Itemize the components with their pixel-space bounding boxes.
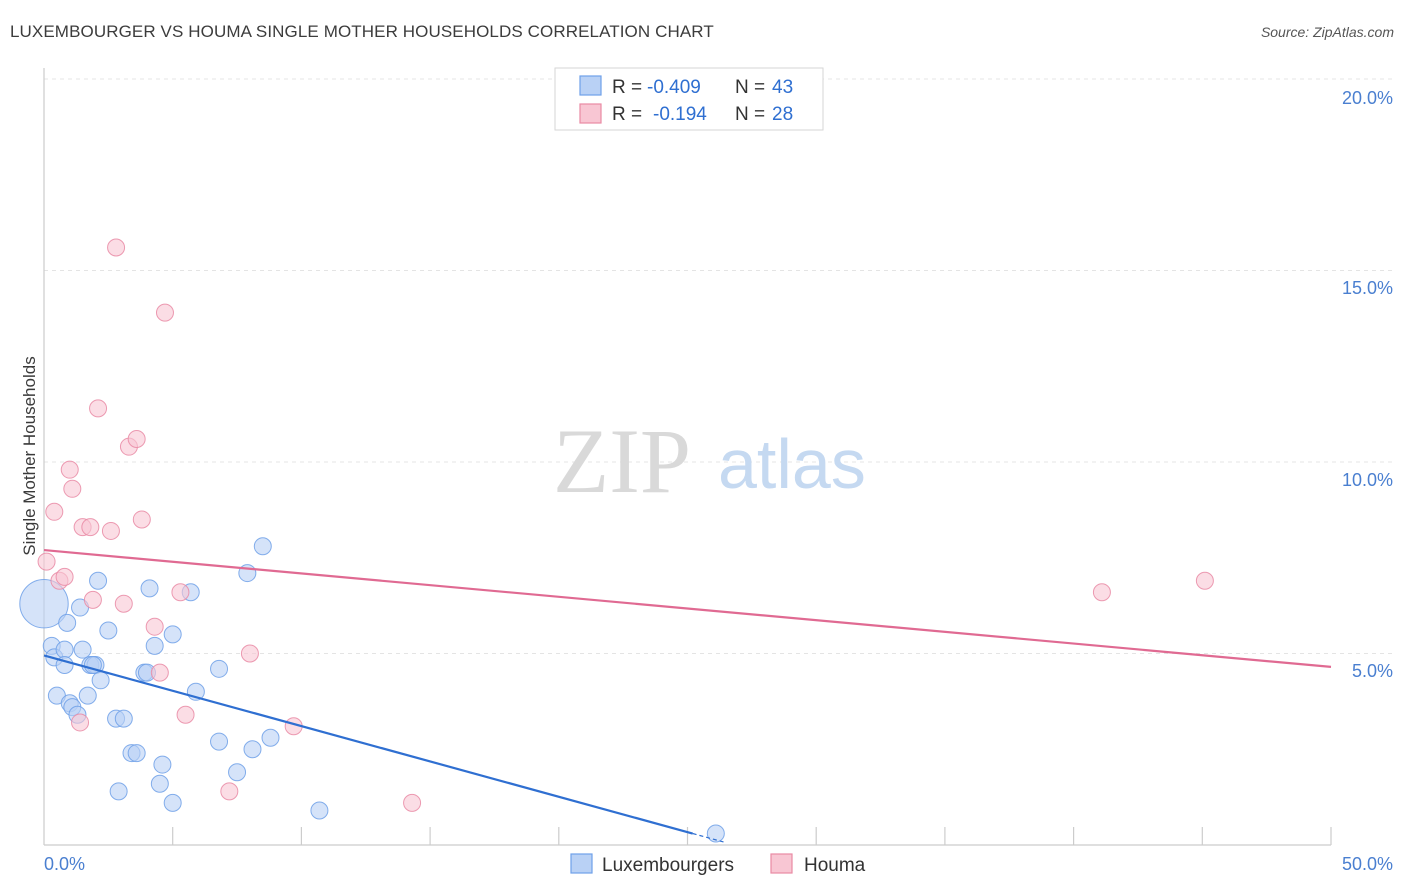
x-tick-label-min: 0.0% bbox=[44, 854, 85, 874]
luxembourgers-point-36 bbox=[243, 740, 262, 759]
legend-swatch-luxembourgers bbox=[579, 75, 602, 96]
legend-swatch-houma bbox=[579, 103, 602, 124]
series-legend-label-houma: Houma bbox=[804, 855, 866, 876]
luxembourgers-point-6 bbox=[58, 613, 77, 632]
luxembourgers-point-11 bbox=[73, 640, 92, 659]
series-legend: Luxembourgers Houma bbox=[570, 853, 866, 876]
luxembourgers-trend-line bbox=[43, 654, 693, 835]
watermark-atlas: atlas bbox=[718, 425, 866, 503]
luxembourgers-point-24 bbox=[140, 579, 159, 598]
luxembourgers-point-39 bbox=[310, 801, 329, 820]
legend-r-value-1: -0.409 bbox=[647, 77, 701, 98]
watermark-zip: ZIP bbox=[553, 410, 691, 512]
houma-point-25 bbox=[1092, 583, 1111, 602]
luxembourgers-point-41 bbox=[706, 824, 725, 843]
legend-n-label-1: N = bbox=[735, 77, 765, 98]
houma-point-3 bbox=[55, 567, 74, 586]
houma-point-5 bbox=[63, 479, 82, 498]
houma-point-19 bbox=[171, 583, 190, 602]
houma-point-15 bbox=[145, 617, 164, 636]
houma-point-27 bbox=[71, 713, 90, 732]
luxembourgers-point-12 bbox=[78, 686, 97, 705]
luxembourgers-point-22 bbox=[127, 744, 146, 763]
legend-n-value-1: 43 bbox=[772, 77, 793, 98]
houma-point-10 bbox=[101, 521, 120, 540]
x-tick-label-max: 50.0% bbox=[1342, 854, 1393, 874]
luxembourgers-point-29 bbox=[163, 793, 182, 812]
luxembourgers-point-26 bbox=[153, 755, 172, 774]
houma-point-17 bbox=[155, 303, 174, 322]
y-tick-label-20: 20.0% bbox=[1342, 88, 1393, 108]
luxembourgers-point-15 bbox=[89, 571, 108, 590]
source-credit: Source: ZipAtlas.com bbox=[1260, 24, 1394, 40]
houma-point-20 bbox=[176, 705, 195, 724]
houma-point-22 bbox=[240, 644, 259, 663]
houma-point-26 bbox=[1195, 571, 1214, 590]
y-axis-title: Single Mother Households bbox=[20, 356, 39, 555]
houma-point-0 bbox=[37, 552, 56, 571]
legend-r-label-1: R = bbox=[612, 77, 642, 98]
series-legend-swatch-houma bbox=[770, 853, 793, 874]
houma-point-7 bbox=[81, 518, 100, 537]
luxembourgers-point-32 bbox=[210, 659, 229, 678]
luxembourgers-point-19 bbox=[114, 709, 133, 728]
luxembourgers-trend-extension bbox=[692, 832, 727, 844]
correlation-legend: R = -0.409 N = 43 R = -0.194 N = 28 bbox=[554, 67, 824, 131]
luxembourgers-point-27 bbox=[150, 774, 169, 793]
y-tick-label-10: 10.0% bbox=[1342, 470, 1393, 490]
luxembourgers-point-3 bbox=[55, 640, 74, 659]
houma-point-16 bbox=[150, 663, 169, 682]
luxembourgers-point-20 bbox=[109, 782, 128, 801]
houma-point-4 bbox=[60, 460, 79, 479]
luxembourgers-point-25 bbox=[145, 636, 164, 655]
series-legend-swatch-luxembourgers bbox=[570, 853, 593, 874]
legend-n-label-2: N = bbox=[735, 104, 765, 125]
houma-point-13 bbox=[127, 430, 146, 449]
luxembourgers-point-34 bbox=[228, 763, 247, 782]
houma-point-1 bbox=[45, 502, 64, 521]
luxembourgers-point-33 bbox=[210, 732, 229, 751]
houma-trend-line bbox=[43, 548, 1332, 669]
legend-r-value-2: -0.194 bbox=[653, 104, 707, 125]
houma-point-8 bbox=[83, 590, 102, 609]
luxembourgers-point-17 bbox=[99, 621, 118, 640]
series-legend-label-luxembourgers: Luxembourgers bbox=[602, 855, 734, 876]
houma-point-9 bbox=[89, 399, 108, 418]
y-tick-label-5: 5.0% bbox=[1352, 661, 1393, 681]
houma-point-11 bbox=[114, 594, 133, 613]
y-tick-label-15: 15.0% bbox=[1342, 278, 1393, 298]
luxembourgers-point-28 bbox=[163, 625, 182, 644]
data-points bbox=[19, 238, 1214, 843]
houma-point-14 bbox=[132, 510, 151, 529]
legend-r-label-2: R = bbox=[612, 104, 642, 125]
legend-n-value-2: 28 bbox=[772, 104, 793, 125]
luxembourgers-point-16 bbox=[91, 671, 110, 690]
luxembourgers-point-38 bbox=[261, 728, 280, 747]
luxembourgers-point-37 bbox=[253, 537, 272, 556]
houma-point-21 bbox=[220, 782, 239, 801]
houma-point-24 bbox=[403, 793, 422, 812]
houma-point-18 bbox=[107, 238, 126, 257]
luxembourgers-point-0 bbox=[19, 579, 69, 629]
trend-lines bbox=[43, 548, 1332, 844]
chart-title: LUXEMBOURGER VS HOUMA SINGLE MOTHER HOUS… bbox=[10, 22, 714, 41]
x-tick-marks bbox=[172, 827, 1332, 845]
